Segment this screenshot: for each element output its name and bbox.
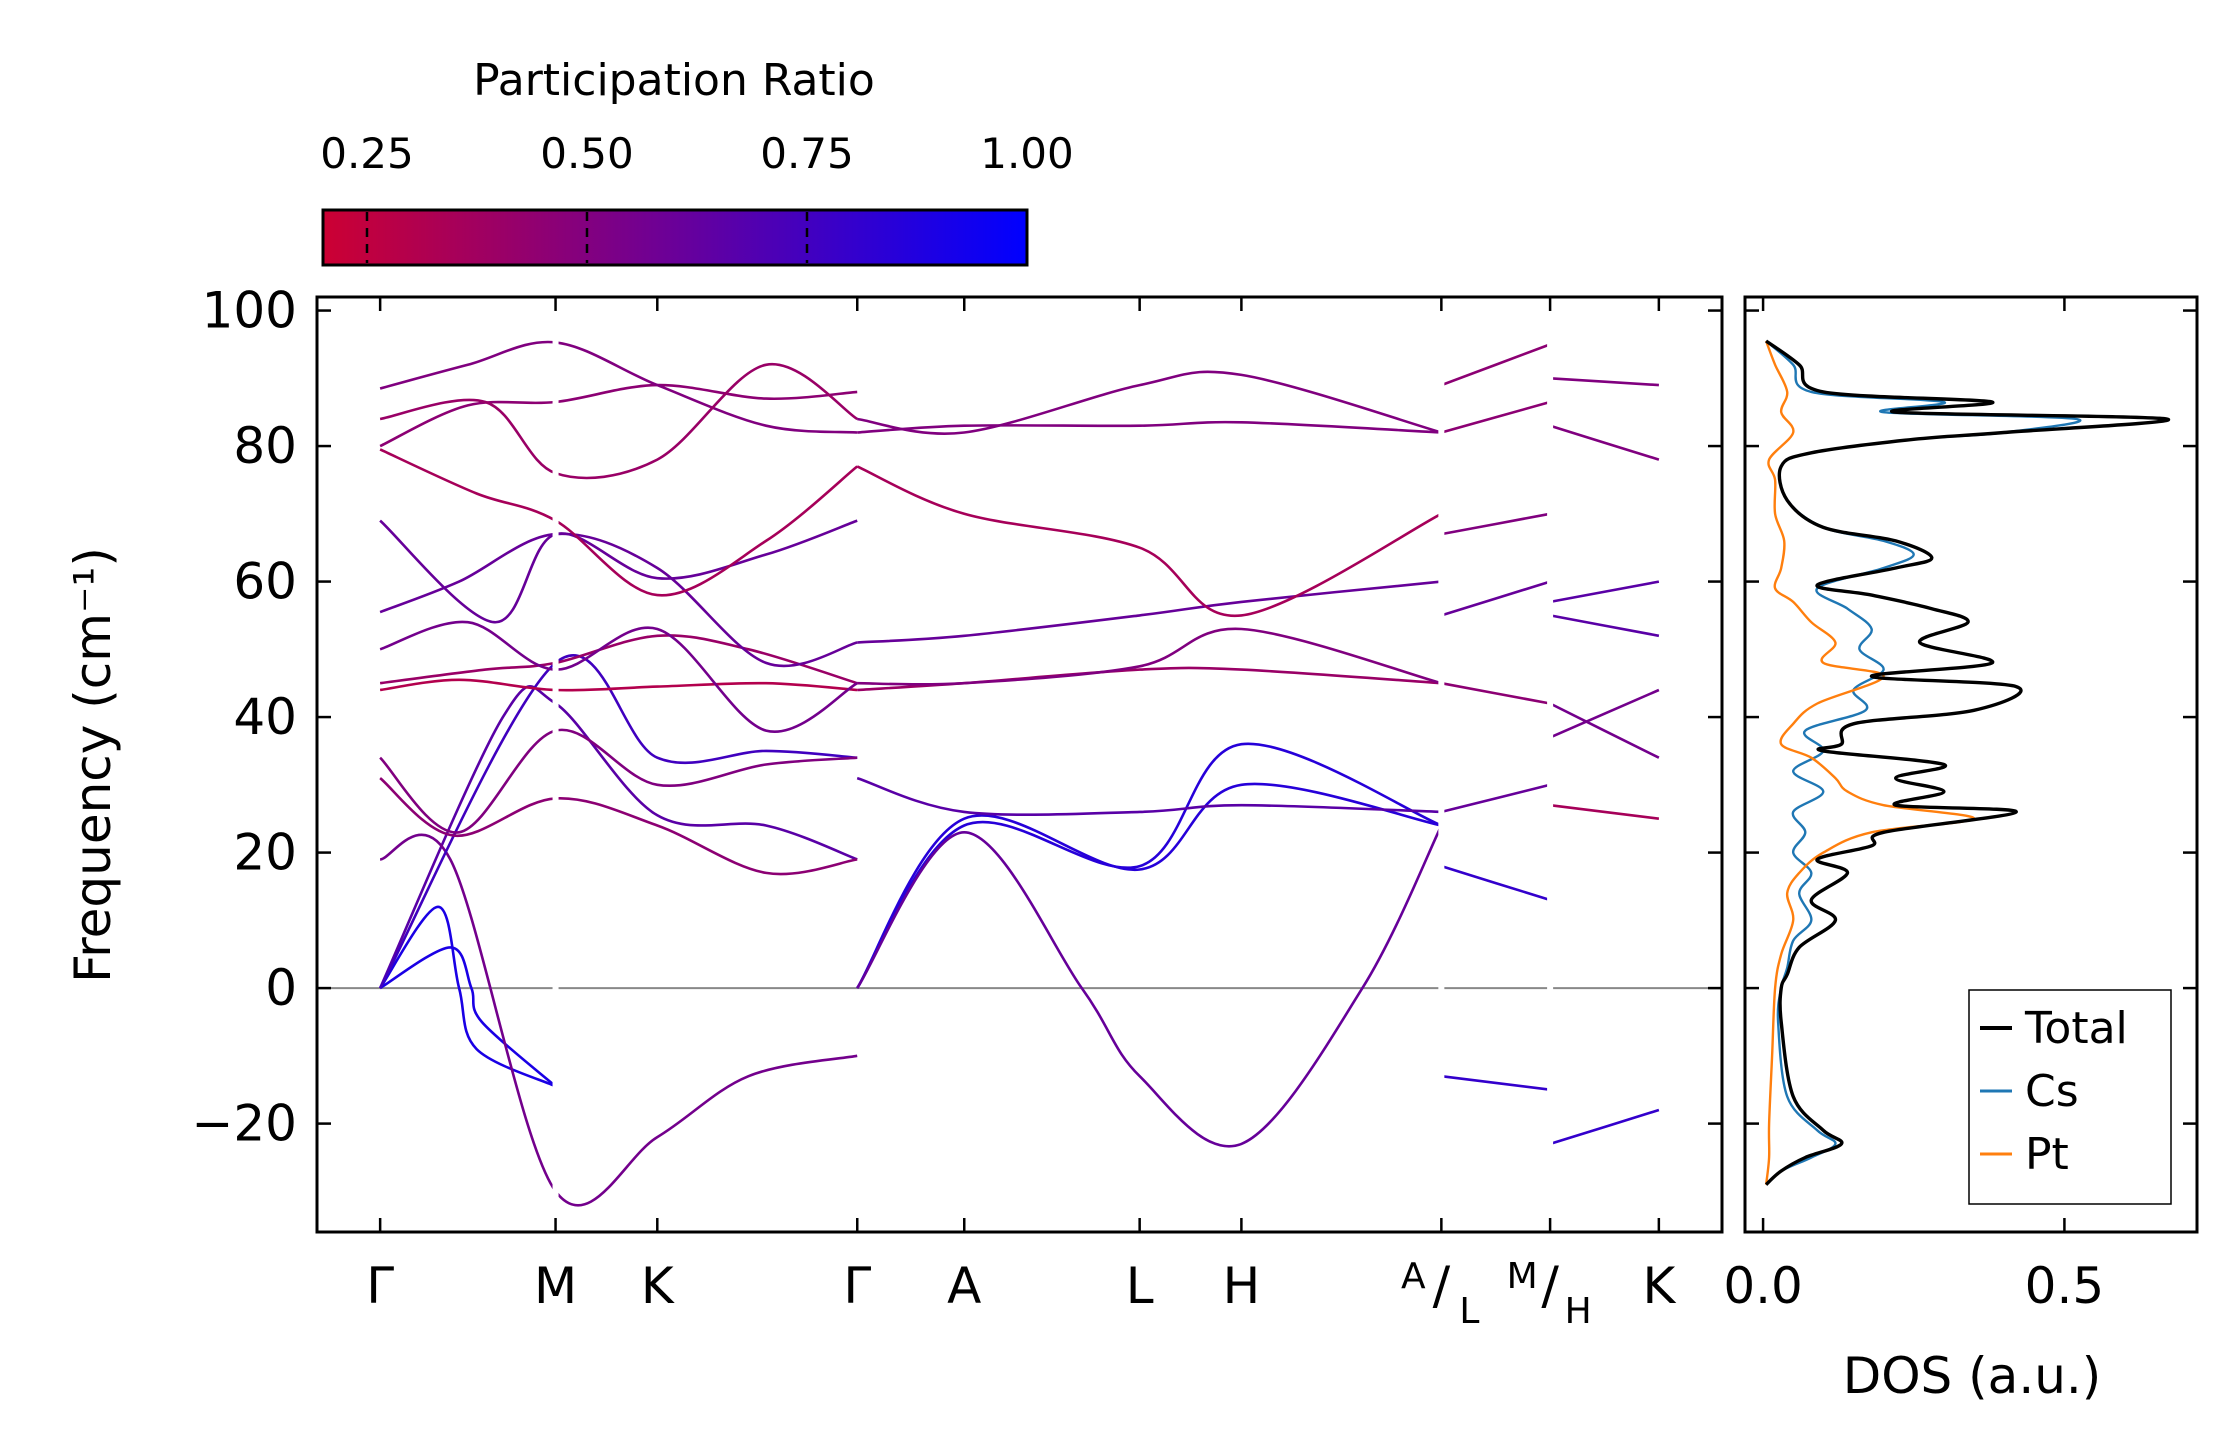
x-tick-label: H [1223,1257,1261,1315]
phonon-band-22 [857,627,1442,686]
legend-label-pt: Pt [2025,1129,2069,1180]
y-tick-label: 40 [233,688,297,746]
colorbar-tick-label: 0.50 [540,129,634,178]
x-tick-label: K [1642,1257,1676,1315]
phonon-band-39 [1549,580,1660,604]
dos-x-tick-label: 0.0 [1723,1257,1803,1315]
colorbar-tick-label: 0.75 [760,129,854,178]
dos-x-axis-label: DOS (a.u.) [1843,1347,2102,1405]
phonon-band-5 [378,654,858,989]
phonon-band-40 [1549,614,1660,638]
phonon-band-30 [1441,681,1551,705]
x-tick-slash: / [1541,1256,1559,1316]
phonon-band-1 [379,905,557,1088]
y-axis-label: Frequency (cm⁻¹) [64,547,122,983]
phonon-band-33 [1440,343,1551,387]
phonon-band-24 [856,465,1442,617]
phonon-band-29 [1441,783,1551,814]
colorbar-title: Participation Ratio [473,55,875,106]
phonon-band-27 [1441,864,1551,902]
phonon-band-36 [1549,702,1660,759]
x-tick-label: L [1126,1257,1154,1315]
phonon-band-26 [857,420,1442,434]
dos-x-tick-label: 0.5 [2025,1257,2105,1315]
y-tick-label: 100 [202,282,297,340]
x-tick-label: M [534,1257,577,1315]
dos-axes-frame [1743,295,2199,1234]
phonon-band-16 [379,363,858,480]
x-tick-label-super: A [1401,1256,1426,1297]
y-tick-label: 60 [233,553,297,611]
phonon-band-11 [379,532,858,668]
x-tick-label: K [641,1257,675,1315]
x-tick-label-super: M [1507,1256,1538,1297]
phonon-band-4 [379,833,858,1207]
dos-line-total [1764,339,2171,1186]
phonon-band-18 [856,782,1442,989]
y-tick-label: 0 [265,959,297,1017]
phonon-band-12 [379,519,858,624]
phonon-band-23 [857,580,1442,644]
y-tick-label: 20 [233,824,297,882]
colorbar-tick-label: 1.00 [980,129,1074,178]
phonon-band-25 [857,370,1442,435]
colorbar-gradient [321,208,1029,267]
phonon-band-10 [379,620,858,734]
y-tick-label: −20 [191,1095,297,1153]
legend-box [1968,989,2172,1205]
x-tick-label-sub: L [1459,1291,1479,1332]
phonon-band-37 [1549,1108,1660,1146]
phonon-band-20 [856,776,1442,817]
phonon-band-28 [1441,1074,1551,1091]
phonon-band-17 [856,742,1442,989]
phonon-band-31 [1441,580,1551,617]
phonon-band-35 [1549,688,1660,739]
phonon-band-7 [379,777,858,876]
phonon-band-8 [379,678,858,692]
phonon-band-42 [1549,424,1660,461]
legend: Total Cs Pt [1968,989,2172,1205]
x-tick-slash: / [1433,1256,1451,1316]
colorbar: Participation Ratio 0.25 0.50 0.75 1.00 [320,55,1074,267]
legend-label-cs: Cs [2025,1066,2079,1117]
x-tick-label-sub: H [1565,1291,1592,1332]
x-tick-label: A [947,1257,981,1315]
band-axes-frame [315,295,1724,1234]
phonon-band-15 [379,340,858,434]
x-tick-label: Γ [843,1257,871,1315]
colorbar-tick-label: 0.25 [320,129,414,178]
x-tick-label: Γ [366,1257,394,1315]
phonon-band-34 [1441,400,1551,434]
phonon-band-41 [1550,377,1659,387]
phonon-band-3 [378,685,858,989]
phonon-band-2 [379,946,557,1088]
dos-line-pt [1764,340,1976,1185]
phonon-band-21 [857,666,1442,692]
phonon-band-19 [856,824,1443,1148]
phonon-band-13 [379,448,859,597]
phonon-band-6 [379,728,858,834]
dos-panel: 0.0 0.5 DOS (a.u.) Total Cs Pt [1723,295,2199,1405]
phonon-band-38 [1549,803,1660,820]
phonon-band-32 [1441,512,1551,536]
phonon-band-9 [379,634,858,685]
legend-label-total: Total [2024,1003,2128,1054]
phonon-band-14 [379,383,858,448]
y-tick-label: 80 [233,417,297,475]
